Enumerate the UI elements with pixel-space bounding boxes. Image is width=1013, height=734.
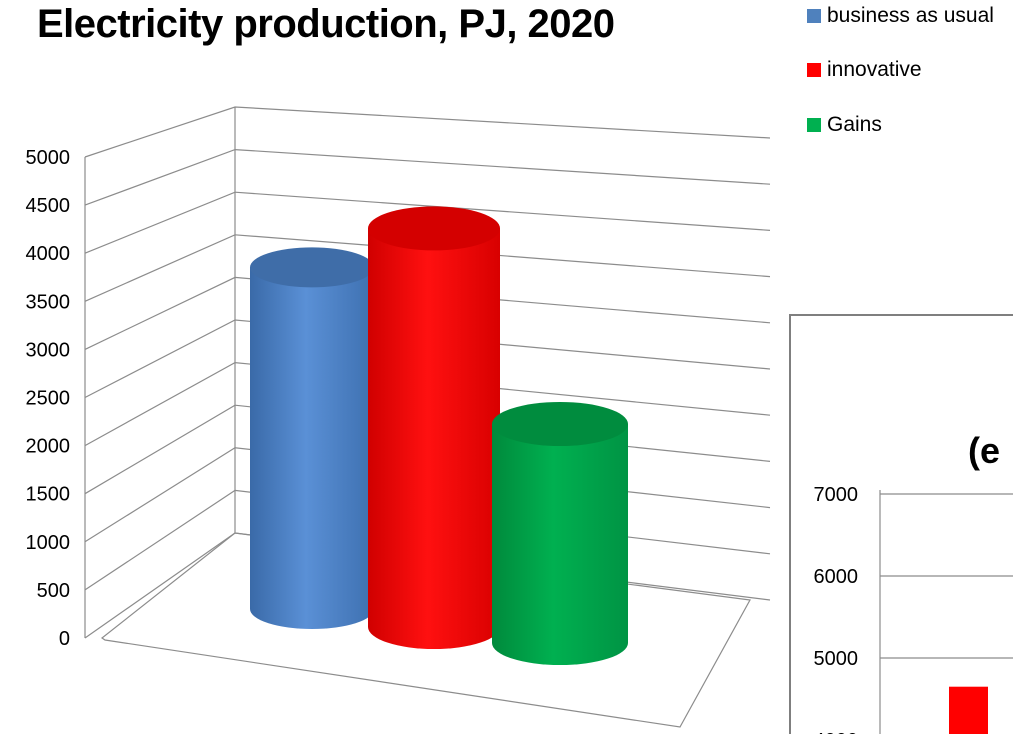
legend-label-gains: Gains <box>827 113 882 136</box>
bar-top-0 <box>250 247 374 288</box>
secondary-y-tick-4000: 4000 <box>814 730 859 734</box>
bar-top-2 <box>492 402 628 446</box>
secondary-bar-0 <box>949 686 988 734</box>
bar-body-2 <box>492 424 628 665</box>
legend-swatch-gains <box>807 118 821 132</box>
legend-label-business-as-usual: business as usual <box>827 4 994 27</box>
y-tick-label-1500: 1500 <box>26 484 71 506</box>
secondary-y-tick-6000: 6000 <box>814 566 859 588</box>
chart-bars <box>250 206 628 665</box>
bar-body-0 <box>250 267 374 629</box>
y-tick-label-5000: 5000 <box>26 147 71 169</box>
legend-swatch-innovative <box>807 63 821 77</box>
y-tick-label-1000: 1000 <box>26 532 71 554</box>
chart-floor <box>100 532 751 728</box>
secondary-y-tick-7000: 7000 <box>814 484 859 506</box>
secondary-chart-frame <box>789 314 1013 734</box>
legend-label-innovative: innovative <box>827 58 922 81</box>
bar-body-1 <box>368 228 500 650</box>
y-tick-label-3000: 3000 <box>26 339 71 361</box>
y-tick-label-2000: 2000 <box>26 436 71 458</box>
y-tick-label-4000: 4000 <box>26 243 71 265</box>
secondary-y-tick-5000: 5000 <box>814 648 859 670</box>
y-tick-label-4500: 4500 <box>26 195 71 217</box>
gridline-4500 <box>84 148 771 206</box>
bar-innovative <box>368 206 500 650</box>
y-tick-label-500: 500 <box>37 580 70 602</box>
y-tick-label-0: 0 <box>59 628 70 650</box>
legend-swatch-business-as-usual <box>807 9 821 23</box>
y-tick-label-2500: 2500 <box>26 388 71 410</box>
bar-gains <box>492 402 628 665</box>
y-tick-label-3500: 3500 <box>26 291 71 313</box>
bar-top-1 <box>368 206 500 251</box>
bar-business-as-usual <box>250 247 374 629</box>
secondary-chart: (e 7000 6000 5000 4000 <box>789 314 1013 734</box>
gridline-5000 <box>84 106 771 158</box>
y-axis-ticks: 0 500 1000 1500 2000 2500 3000 3500 4000 4500 5000 <box>26 147 71 650</box>
chart-title: Electricity production, PJ, 2020 <box>37 2 615 46</box>
secondary-chart-title: (e <box>968 430 1000 471</box>
